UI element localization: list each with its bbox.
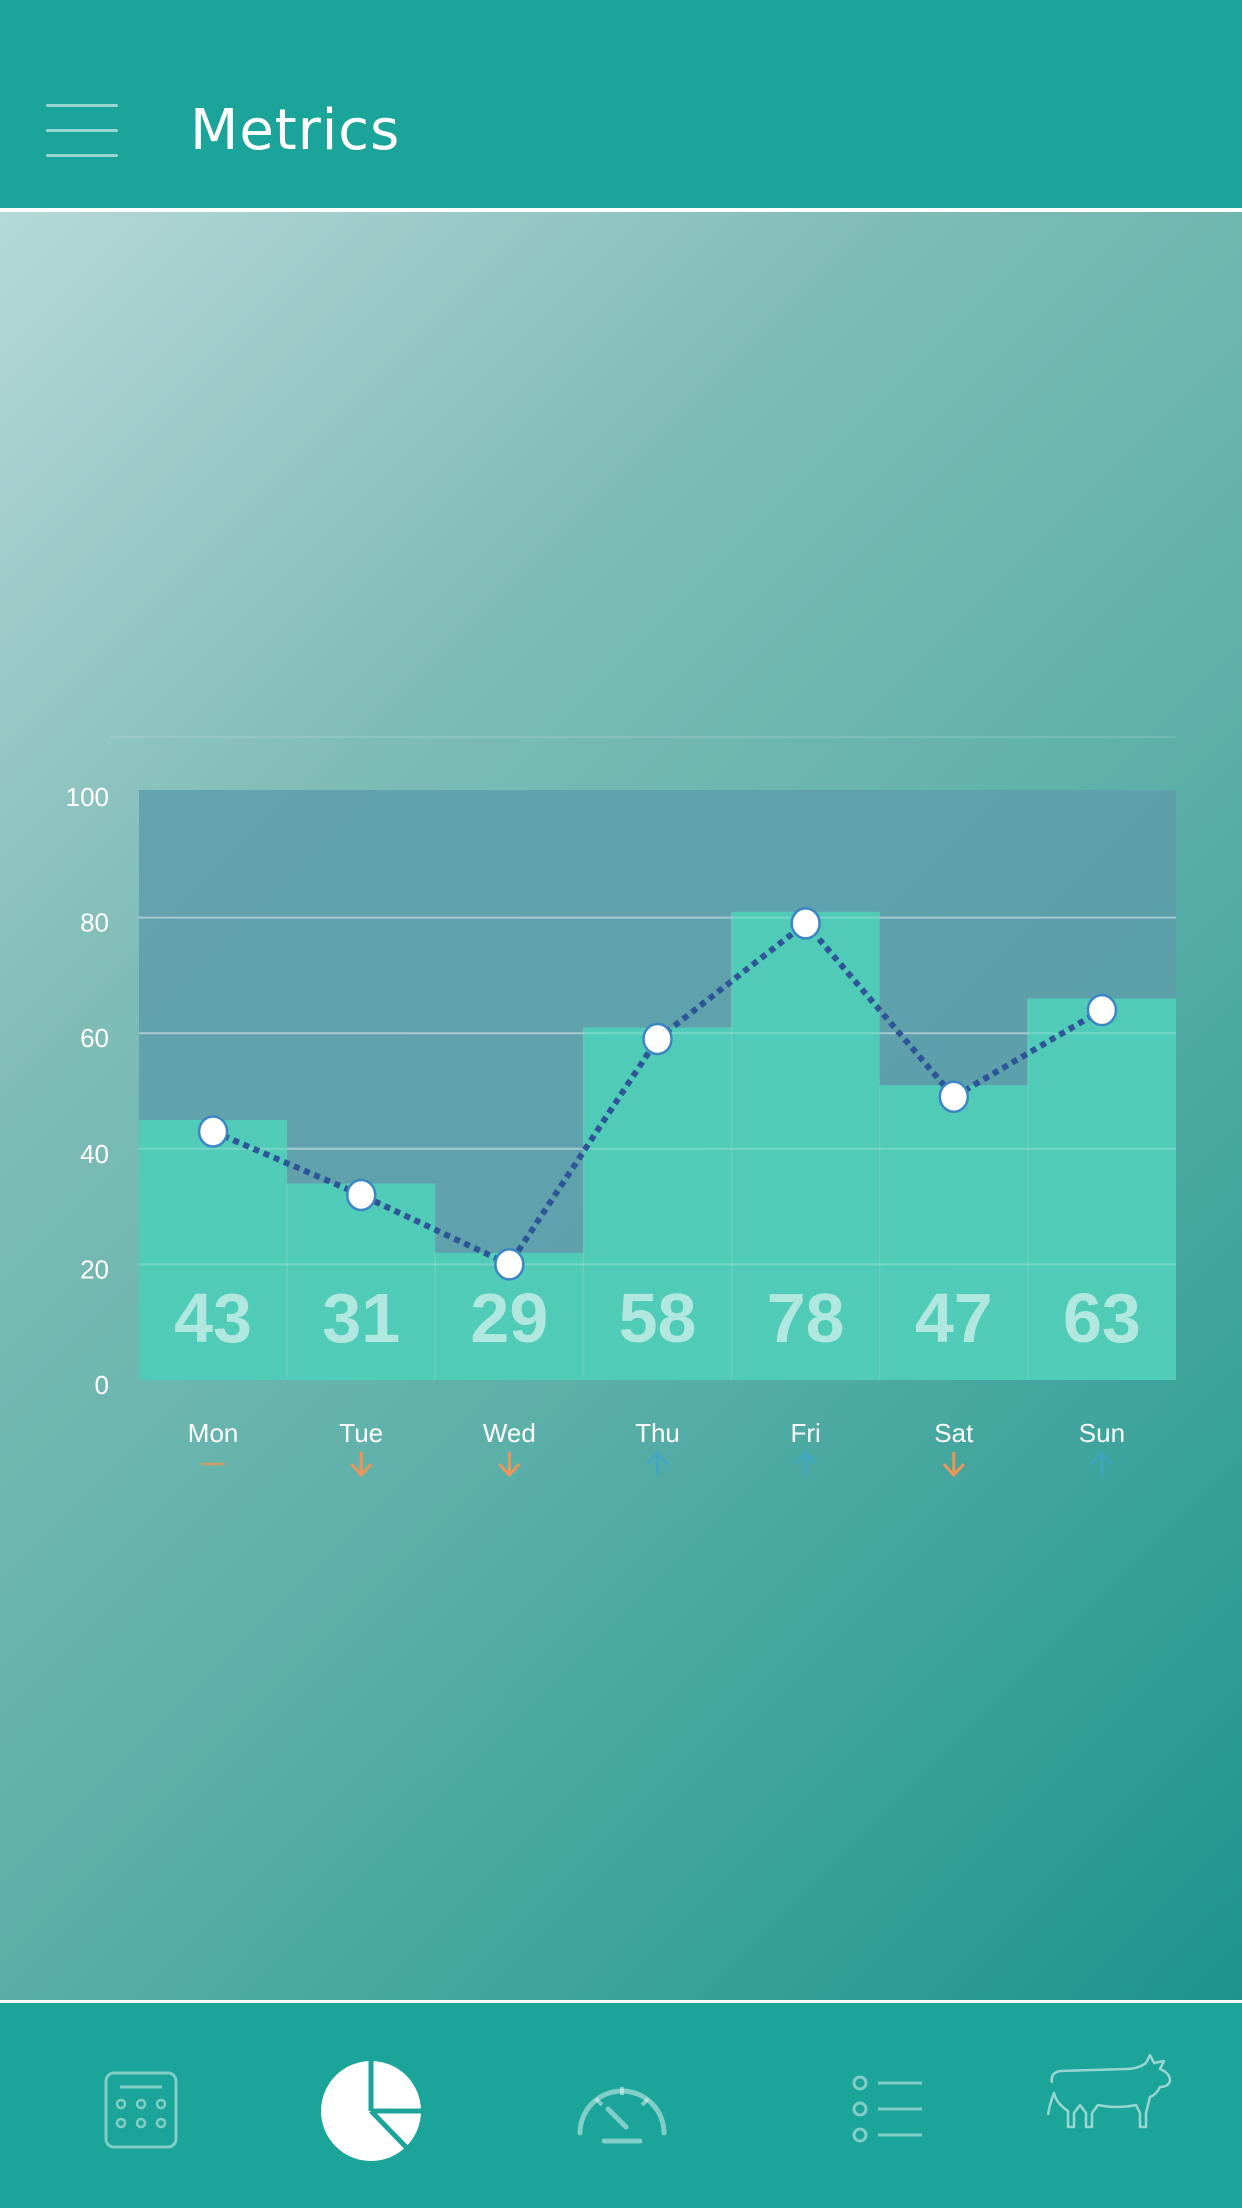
- bar-mon: [139, 1119, 288, 1380]
- x-tick-label: Tue: [339, 1418, 383, 1448]
- bottom-tab-bar: [0, 2000, 1242, 2208]
- y-axis-ticks: 0 20 40 60 80 100: [66, 782, 109, 1400]
- gauge-tab[interactable]: [566, 2061, 676, 2161]
- speedometer-icon: [577, 2087, 667, 2144]
- y-tick-label: 80: [80, 908, 109, 938]
- x-tick-label: Sat: [934, 1418, 974, 1448]
- menu-icon: [46, 104, 118, 107]
- line-series: [197, 907, 1118, 1281]
- trend-down-icon: [498, 1452, 521, 1478]
- x-tick-label: Sun: [1079, 1418, 1125, 1448]
- bar-value-label: 47: [915, 1279, 993, 1357]
- trend-up-icon: [1090, 1450, 1114, 1476]
- menu-icon-line: [46, 129, 118, 132]
- trend-down-icon: [942, 1452, 965, 1478]
- app-header: Metrics: [0, 0, 1242, 212]
- chart-area: 43 31 29 58 78 47 63 0 20 40 60 80 100 Mon Tue Wed Thu…: [66, 736, 1176, 1478]
- bar-value-label: 43: [174, 1279, 252, 1357]
- data-point-tue: [345, 1178, 377, 1212]
- cow-tab[interactable]: [1046, 2043, 1176, 2143]
- data-point-thu: [642, 1022, 673, 1056]
- bar-value-label: 58: [619, 1279, 697, 1357]
- data-point-mon: [197, 1115, 229, 1148]
- y-tick-label: 20: [80, 1254, 109, 1284]
- main-content: 43 31 29 58 78 47 63 0 20 40 60 80 100 Mon Tue Wed Thu…: [0, 212, 1242, 2000]
- bar-value-label: 63: [1063, 1279, 1141, 1357]
- x-tick-label: Fri: [790, 1418, 820, 1448]
- bar-sat: [879, 1085, 1028, 1380]
- x-tick-label: Thu: [635, 1418, 680, 1448]
- cow-icon: [1046, 2053, 1172, 2129]
- pie-chart-icon: [321, 2061, 421, 2161]
- x-axis-ticks: Mon Tue Wed Thu Fri Sat Sun: [188, 1418, 1125, 1448]
- menu-button[interactable]: [46, 100, 118, 160]
- trend-arrows: [201, 1450, 1114, 1478]
- y-tick-label: 60: [80, 1023, 109, 1053]
- x-tick-label: Mon: [188, 1418, 239, 1448]
- bar-thu: [583, 1027, 732, 1380]
- bar-value-label: 78: [767, 1279, 845, 1357]
- trend-down-icon: [350, 1452, 373, 1478]
- bar-value-label: 31: [322, 1279, 400, 1357]
- x-tick-label: Wed: [483, 1418, 536, 1448]
- calendar-tab[interactable]: [86, 2061, 196, 2161]
- list-icon: [852, 2075, 922, 2143]
- calendar-icon: [104, 2071, 178, 2149]
- bar-sun: [1027, 998, 1176, 1380]
- bar-fri: [731, 911, 880, 1380]
- data-point-fri: [790, 907, 821, 940]
- y-tick-label: 0: [95, 1370, 109, 1400]
- y-tick-label: 40: [80, 1139, 109, 1169]
- trend-up-icon: [646, 1450, 669, 1476]
- metrics-tab[interactable]: [316, 2061, 426, 2161]
- menu-icon-line: [46, 154, 118, 157]
- data-point-sun: [1086, 993, 1118, 1027]
- y-tick-label: 100: [66, 782, 109, 812]
- bars: [139, 911, 1176, 1380]
- bar-value-label: 29: [470, 1279, 548, 1357]
- trend-up-icon: [794, 1450, 817, 1476]
- data-point-wed: [494, 1248, 525, 1281]
- bar-value-labels: 43 31 29 58 78 47 63: [174, 1279, 1141, 1357]
- data-point-sat: [938, 1080, 970, 1114]
- page-title: Metrics: [190, 98, 401, 163]
- list-tab[interactable]: [832, 2061, 942, 2161]
